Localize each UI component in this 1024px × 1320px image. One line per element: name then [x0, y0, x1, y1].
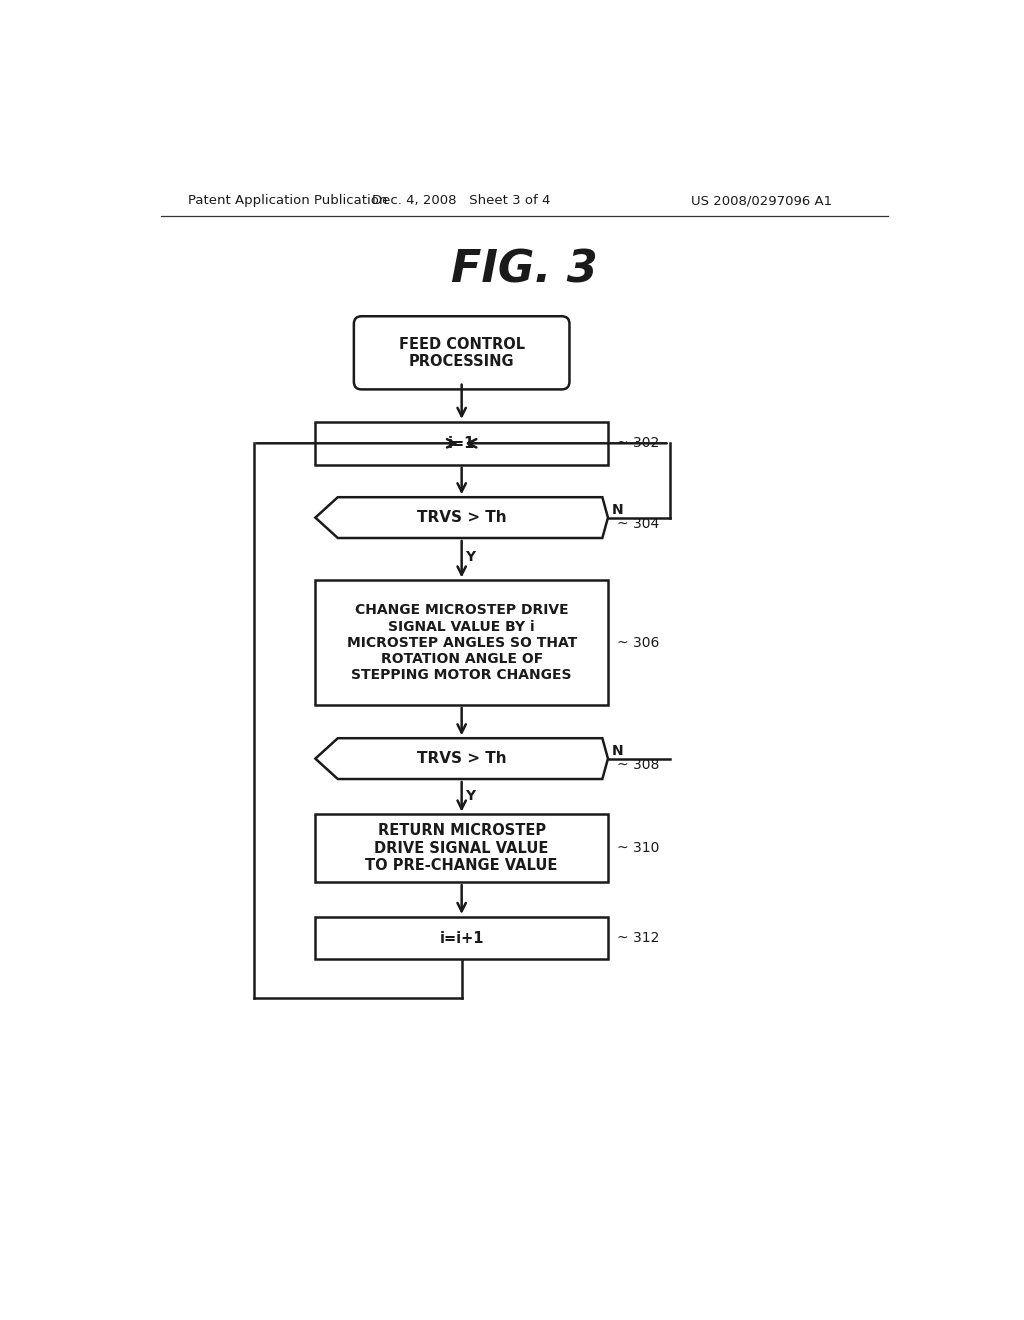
- Text: ~ 304: ~ 304: [617, 516, 659, 531]
- Text: ~ 308: ~ 308: [617, 758, 659, 772]
- Text: ~ 310: ~ 310: [617, 841, 659, 855]
- Text: N: N: [611, 503, 624, 517]
- Text: RETURN MICROSTEP
DRIVE SIGNAL VALUE
TO PRE-CHANGE VALUE: RETURN MICROSTEP DRIVE SIGNAL VALUE TO P…: [366, 824, 558, 874]
- Text: i=i+1: i=i+1: [439, 931, 484, 945]
- Text: FEED CONTROL
PROCESSING: FEED CONTROL PROCESSING: [398, 337, 524, 370]
- Text: US 2008/0297096 A1: US 2008/0297096 A1: [691, 194, 833, 207]
- Text: N: N: [611, 744, 624, 758]
- Text: FIG. 3: FIG. 3: [452, 248, 598, 292]
- Bar: [315, 917, 608, 960]
- Bar: [315, 422, 608, 465]
- FancyBboxPatch shape: [354, 317, 569, 389]
- Text: i=1: i=1: [447, 436, 475, 451]
- Text: Y: Y: [466, 789, 475, 803]
- Text: Dec. 4, 2008   Sheet 3 of 4: Dec. 4, 2008 Sheet 3 of 4: [373, 194, 551, 207]
- Text: Y: Y: [466, 550, 475, 564]
- Text: TRVS > Th: TRVS > Th: [417, 510, 507, 525]
- Polygon shape: [315, 498, 608, 539]
- Polygon shape: [315, 738, 608, 779]
- Text: ~ 312: ~ 312: [617, 931, 659, 945]
- Bar: [315, 581, 608, 705]
- Text: CHANGE MICROSTEP DRIVE
SIGNAL VALUE BY i
MICROSTEP ANGLES SO THAT
ROTATION ANGLE: CHANGE MICROSTEP DRIVE SIGNAL VALUE BY i…: [346, 603, 577, 682]
- Text: TRVS > Th: TRVS > Th: [417, 751, 507, 766]
- Text: ~ 302: ~ 302: [617, 437, 659, 450]
- Text: ~ 306: ~ 306: [617, 636, 659, 649]
- Bar: [315, 814, 608, 882]
- Text: Patent Application Publication: Patent Application Publication: [188, 194, 388, 207]
